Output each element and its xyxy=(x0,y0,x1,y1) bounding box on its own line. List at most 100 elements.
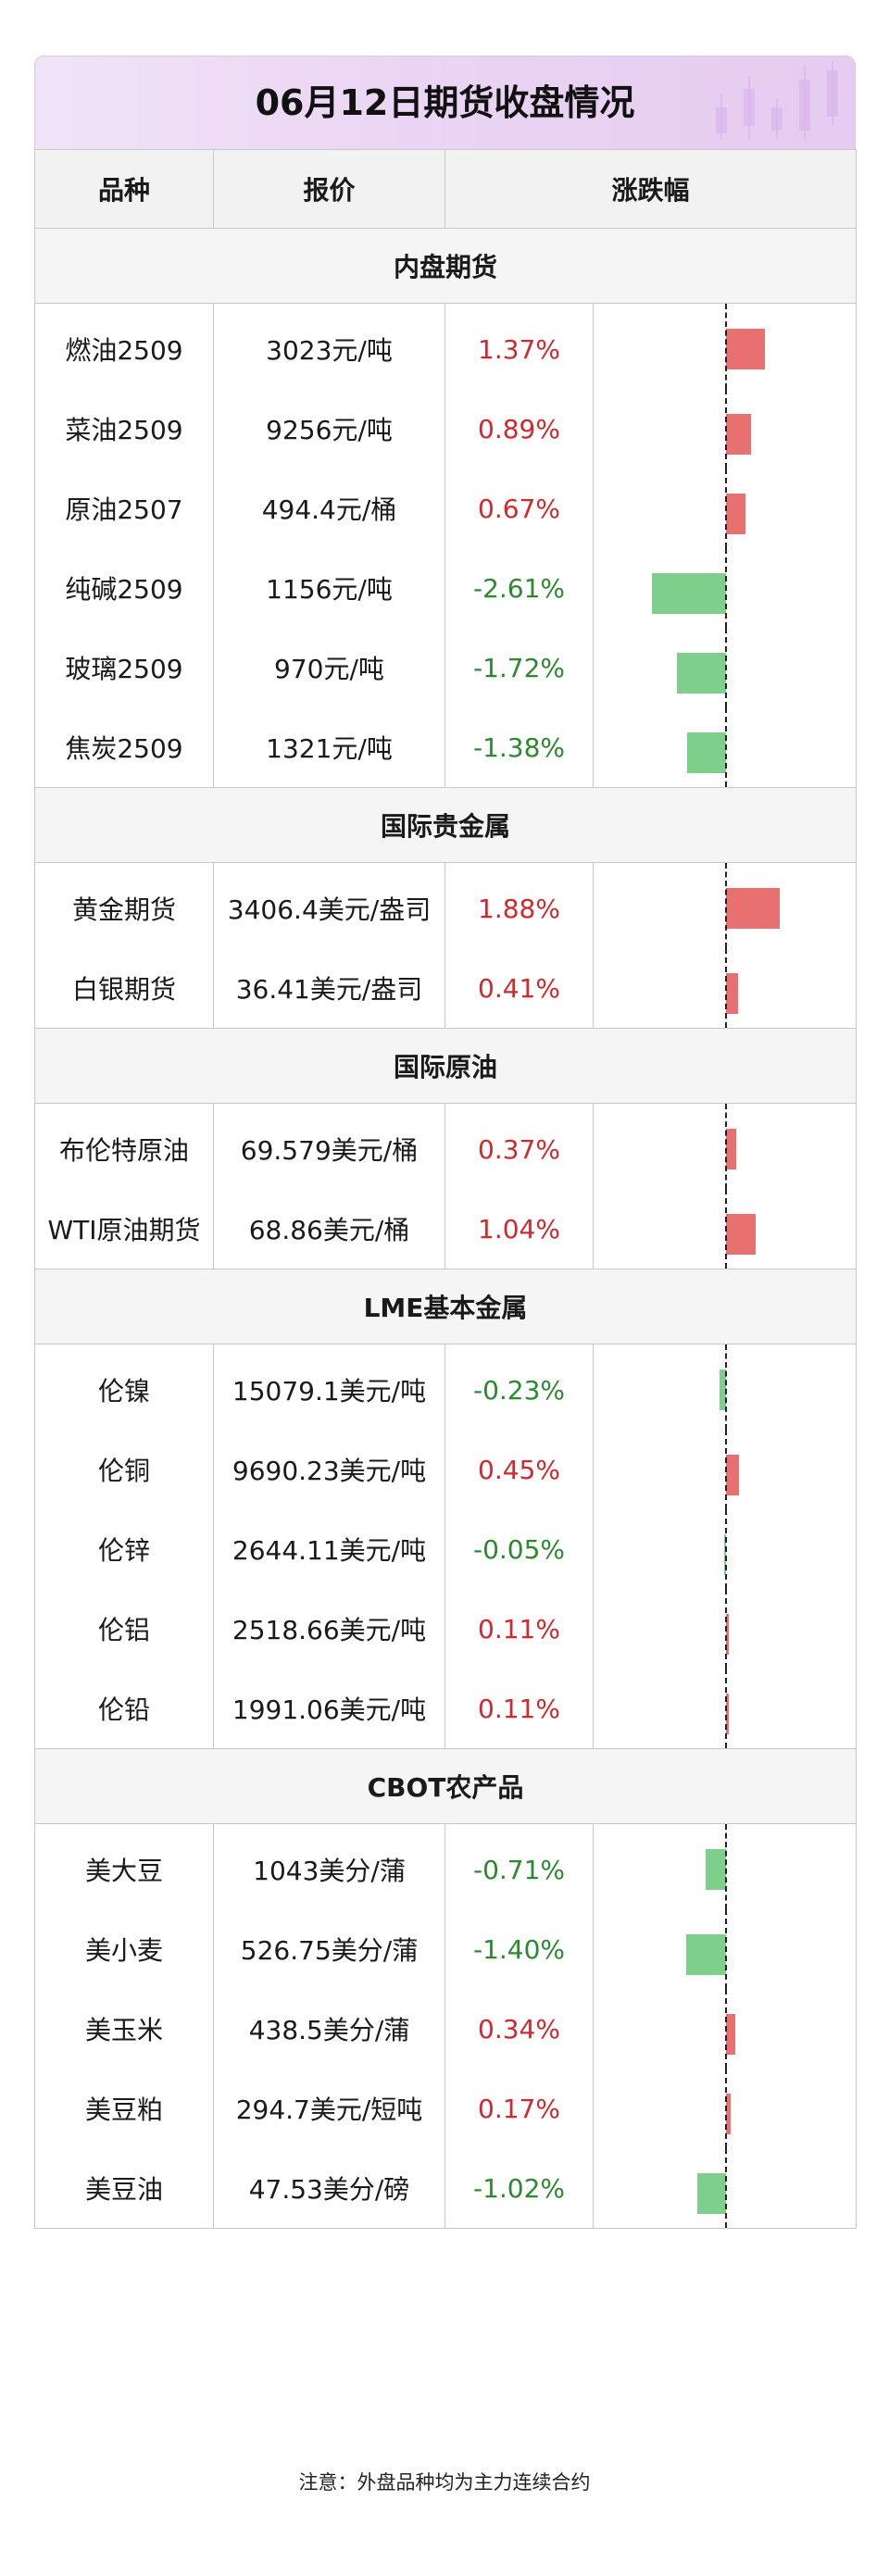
price: 47.53美分/磅 xyxy=(213,2148,445,2229)
change-percent: 0.11% xyxy=(444,1669,594,1749)
change-bar xyxy=(726,1129,737,1169)
table-row: 美小麦 526.75美分/蒲 -1.40% xyxy=(34,1909,858,1989)
change-percent: -0.71% xyxy=(444,1823,594,1909)
title-bar: 06月12日期货收盘情况 xyxy=(34,56,856,149)
variety-name: 美豆粕 xyxy=(34,2069,214,2148)
section-header: 内盘期货 xyxy=(33,228,858,304)
table-row: 黄金期货 3406.4美元/盎司 1.88% xyxy=(34,862,858,948)
price: 494.4元/桶 xyxy=(213,469,445,548)
table-row: WTI原油期货 68.86美元/桶 1.04% xyxy=(34,1189,858,1269)
change-percent: 1.04% xyxy=(444,1189,594,1269)
price: 1043美分/蒲 xyxy=(213,1823,445,1909)
change-bar-cell xyxy=(592,469,858,548)
price: 438.5美分/蒲 xyxy=(213,1989,445,2069)
zero-axis xyxy=(725,1824,727,1909)
variety-name: 焦炭2509 xyxy=(34,707,214,788)
change-bar xyxy=(677,653,726,694)
change-bar-cell xyxy=(592,862,858,948)
table-row: 伦铜 9690.23美元/吨 0.45% xyxy=(34,1430,858,1509)
variety-name: WTI原油期货 xyxy=(34,1189,214,1269)
zero-axis xyxy=(725,469,727,548)
change-bar xyxy=(726,494,745,534)
table-row: 伦锌 2644.11美元/吨 -0.05% xyxy=(34,1509,858,1589)
zero-axis xyxy=(725,389,727,469)
zero-axis xyxy=(725,1589,727,1669)
zero-axis xyxy=(725,1344,727,1430)
variety-name: 伦铝 xyxy=(34,1589,214,1669)
variety-name: 伦锌 xyxy=(34,1509,214,1589)
change-bar-cell xyxy=(592,389,858,469)
change-bar xyxy=(726,414,752,455)
header-variety: 品种 xyxy=(34,149,214,229)
table-row: 白银期货 36.41美元/盎司 0.41% xyxy=(34,948,858,1029)
zero-axis xyxy=(725,1669,727,1748)
futures-table: 品种 报价 涨跌幅 内盘期货 燃油2509 3023元/吨 1.37% 菜油2509 92… xyxy=(33,149,858,2229)
page-title: 06月12日期货收盘情况 xyxy=(255,82,635,123)
change-bar-cell xyxy=(592,2069,858,2148)
price: 9690.23美元/吨 xyxy=(213,1430,445,1509)
change-bar xyxy=(706,1849,726,1890)
zero-axis xyxy=(725,948,727,1028)
price: 3023元/吨 xyxy=(213,303,445,389)
variety-name: 菜油2509 xyxy=(34,389,214,469)
table-row: 菜油2509 9256元/吨 0.89% xyxy=(34,389,858,469)
change-percent: 1.88% xyxy=(444,862,594,948)
change-percent: -1.40% xyxy=(444,1909,594,1989)
header-price: 报价 xyxy=(213,149,445,229)
section-header: LME基本金属 xyxy=(33,1269,858,1344)
zero-axis xyxy=(725,548,727,628)
price: 36.41美元/盎司 xyxy=(213,948,445,1029)
change-bar-cell xyxy=(592,2148,858,2229)
table-row: 伦铅 1991.06美元/吨 0.11% xyxy=(34,1669,858,1749)
change-bar xyxy=(726,2014,736,2055)
price: 15079.1美元/吨 xyxy=(213,1344,445,1430)
change-bar xyxy=(726,1214,756,1255)
change-bar xyxy=(652,573,726,614)
variety-name: 美小麦 xyxy=(34,1909,214,1989)
zero-axis xyxy=(725,1909,727,1989)
table-row: 伦铝 2518.66美元/吨 0.11% xyxy=(34,1589,858,1669)
variety-name: 伦铅 xyxy=(34,1669,214,1749)
variety-name: 美大豆 xyxy=(34,1823,214,1909)
change-bar-cell xyxy=(592,1189,858,1269)
change-bar xyxy=(726,888,780,929)
table-row: 美玉米 438.5美分/蒲 0.34% xyxy=(34,1989,858,2069)
table-row: 原油2507 494.4元/桶 0.67% xyxy=(34,469,858,548)
change-bar xyxy=(726,329,765,369)
zero-axis xyxy=(725,628,727,707)
price: 3406.4美元/盎司 xyxy=(213,862,445,948)
table-row: 纯碱2509 1156元/吨 -2.61% xyxy=(34,548,858,628)
change-percent: -1.02% xyxy=(444,2148,594,2229)
section-title: 国际原油 xyxy=(33,1028,858,1104)
change-bar xyxy=(726,1455,739,1495)
change-bar-cell xyxy=(592,1823,858,1909)
change-bar-cell xyxy=(592,628,858,707)
change-percent: -0.23% xyxy=(444,1344,594,1430)
change-bar-cell xyxy=(592,1430,858,1509)
change-percent: 0.11% xyxy=(444,1589,594,1669)
change-bar xyxy=(719,1369,726,1410)
zero-axis xyxy=(725,863,727,948)
price: 1321元/吨 xyxy=(213,707,445,788)
change-bar-cell xyxy=(592,1103,858,1189)
variety-name: 布伦特原油 xyxy=(34,1103,214,1189)
price: 69.579美元/桶 xyxy=(213,1103,445,1189)
table-row: 焦炭2509 1321元/吨 -1.38% xyxy=(34,707,858,788)
change-percent: 1.37% xyxy=(444,303,594,389)
section-header: 国际原油 xyxy=(33,1028,858,1104)
section-title: CBOT农产品 xyxy=(33,1748,858,1824)
table-row: 燃油2509 3023元/吨 1.37% xyxy=(34,303,858,389)
footnote: 注意：外盘品种均为主力连续合约 xyxy=(298,2471,591,2494)
price: 2644.11美元/吨 xyxy=(213,1509,445,1589)
variety-name: 伦镍 xyxy=(34,1344,214,1430)
price: 1156元/吨 xyxy=(213,548,445,628)
section-title: 内盘期货 xyxy=(33,228,858,304)
change-bar-cell xyxy=(592,303,858,389)
header-row: 品种 报价 涨跌幅 xyxy=(34,149,858,229)
change-bar xyxy=(726,1614,730,1655)
price: 526.75美分/蒲 xyxy=(213,1909,445,1989)
change-bar xyxy=(726,1694,730,1734)
table-row: 玻璃2509 970元/吨 -1.72% xyxy=(34,628,858,707)
price: 1991.06美元/吨 xyxy=(213,1669,445,1749)
section-title: 国际贵金属 xyxy=(33,787,858,863)
